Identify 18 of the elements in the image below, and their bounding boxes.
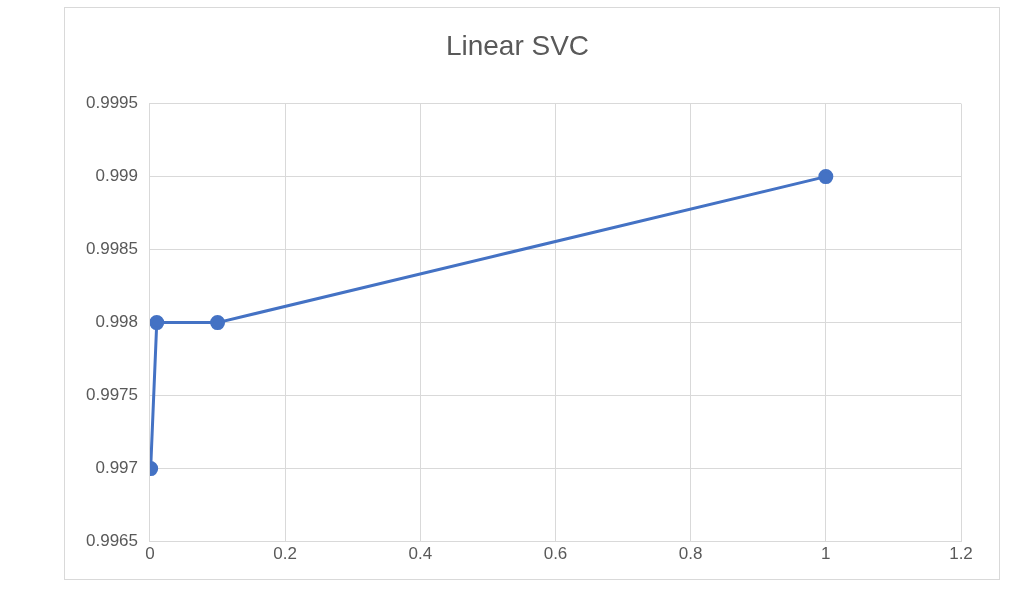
y-tick-label: 0.997 xyxy=(95,458,138,478)
x-tick-label: 0.6 xyxy=(543,544,568,564)
x-tick-label: 0.8 xyxy=(678,544,703,564)
y-tick-label: 0.999 xyxy=(95,166,138,186)
y-tick-label: 0.9985 xyxy=(86,239,138,259)
x-tick-label: 0.2 xyxy=(273,544,297,564)
y-tick-label: 0.998 xyxy=(95,312,138,332)
point xyxy=(818,169,834,185)
y-tick-label: 0.9995 xyxy=(86,93,138,113)
x-tick-label: 1.2 xyxy=(949,544,973,564)
x-tick-label: 1 xyxy=(821,544,831,564)
x-tick-label: 0 xyxy=(145,544,155,564)
chart-title: Linear SVC xyxy=(445,29,590,61)
point xyxy=(150,315,165,331)
y-tick-label: 0.9975 xyxy=(86,385,138,405)
y-tick-label: 0.9965 xyxy=(86,531,138,551)
point xyxy=(210,315,226,331)
x-tick-label: 0.4 xyxy=(408,544,433,564)
